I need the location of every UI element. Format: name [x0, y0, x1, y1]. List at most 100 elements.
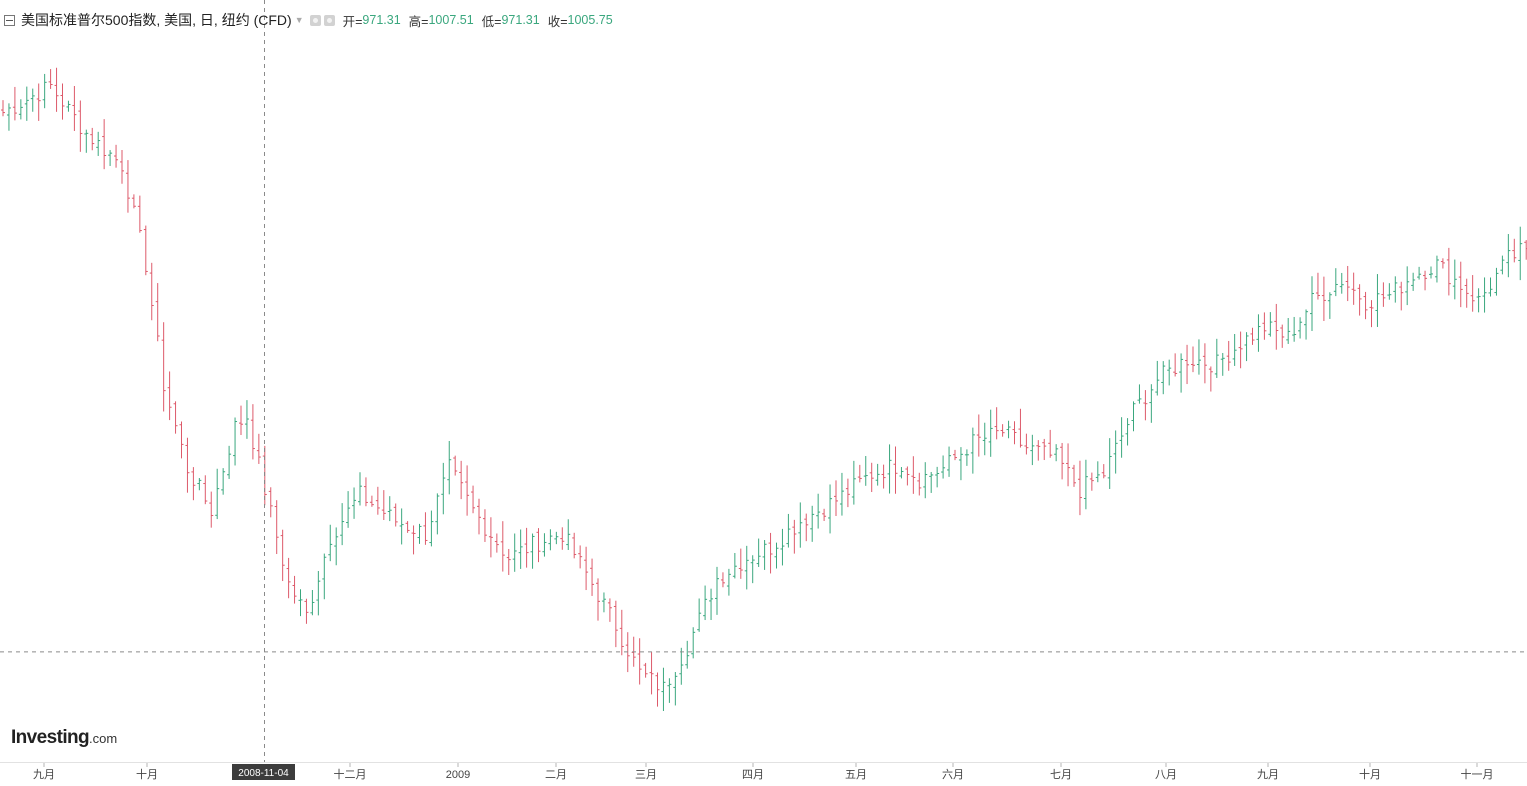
ohlc-bar [173, 401, 178, 434]
ohlc-bar [48, 69, 53, 89]
ohlc-bar [1196, 339, 1201, 375]
close-value: 1005.75 [567, 13, 613, 27]
ohlc-bar [84, 129, 89, 153]
ohlc-bar [1446, 247, 1451, 296]
x-tick-label: 八月 [1155, 769, 1177, 781]
ohlc-bar [1315, 272, 1320, 300]
x-tick-label: 六月 [942, 768, 964, 781]
ohlc-bar [655, 672, 660, 707]
ohlc-bar [1512, 238, 1517, 263]
ohlc-bar [774, 542, 779, 569]
ohlc-bar [280, 529, 285, 582]
ohlc-bar [1018, 408, 1023, 448]
ohlc-bar [1137, 384, 1142, 404]
ohlc-bar [834, 480, 838, 517]
ohlc-bar [447, 440, 452, 495]
ohlc-bar [726, 568, 731, 596]
ohlc-bar [1321, 276, 1326, 321]
ohlc-bar [1149, 384, 1154, 423]
ohlc-bar [1339, 272, 1344, 294]
ohlc-bar [1464, 278, 1469, 308]
ohlc-bar [1518, 226, 1523, 281]
ohlc-bar [1161, 361, 1166, 395]
ohlc-bar [988, 409, 993, 457]
ohlc-bar [482, 509, 487, 542]
ohlc-bar [822, 508, 827, 521]
ohlc-bar [143, 225, 148, 276]
ohlc-bar [685, 640, 690, 669]
ohlc-bar [36, 83, 41, 121]
ohlc-bar [1107, 438, 1112, 489]
ohlc-bar [1268, 312, 1273, 337]
ohlc-bar [1434, 255, 1439, 283]
ohlc-bar [18, 99, 23, 120]
ohlc-bar [244, 400, 249, 439]
ohlc-bar [453, 455, 458, 476]
ohlc-bar [756, 538, 761, 567]
ohlc-bar [1292, 316, 1297, 342]
ohlc-bar [30, 88, 35, 112]
ohlc-bar [857, 464, 862, 483]
ohlc-bar [1185, 344, 1190, 385]
x-tick-label: 九月 [33, 768, 55, 781]
ohlc-bar [155, 283, 160, 342]
ohlc-bar [387, 496, 392, 522]
visibility-icon[interactable] [309, 14, 321, 26]
ohlc-bar [197, 478, 202, 491]
ohlc-bar [66, 100, 71, 112]
ohlc-bar [1423, 270, 1428, 291]
ohlc-bar [369, 495, 374, 507]
ohlc-bar [1095, 461, 1100, 483]
ohlc-bar [1363, 291, 1368, 320]
ohlc-bar [768, 532, 773, 574]
ohlc-bar [881, 464, 886, 489]
title-dropdown-icon[interactable]: ▼ [294, 15, 304, 25]
ohlc-bar [1399, 281, 1404, 311]
ohlc-bar [12, 86, 17, 121]
ohlc-bar [179, 421, 184, 459]
ohlc-bar [185, 437, 190, 493]
ohlc-bar [1208, 366, 1213, 392]
ohlc-bar [762, 540, 767, 570]
ohlc-bar [923, 462, 928, 499]
open-label: 开= [342, 14, 363, 29]
ohlc-bar [405, 521, 410, 533]
ohlc-bar [1131, 401, 1136, 432]
ohlc-bar [1452, 259, 1457, 300]
ohlc-bar [548, 529, 553, 551]
x-tick-label: 五月 [845, 769, 867, 781]
x-tick-label: 二月 [545, 769, 567, 781]
ohlc-bar [1244, 332, 1249, 362]
instrument-title: 美国标准普尔500指数, 美国, 日, 纽约 (CFD) [21, 12, 292, 28]
ohlc-bar [1298, 317, 1303, 339]
ohlc-bar [500, 521, 505, 572]
ohlc-bar [584, 546, 589, 591]
ohlc-bar [191, 467, 196, 501]
ohlc-bar [929, 471, 934, 493]
price-bars [1, 67, 1527, 712]
ohlc-bar [1256, 314, 1261, 352]
ohlc-bar [441, 462, 446, 515]
ohlc-bar [786, 513, 791, 548]
ohlc-bar [566, 519, 571, 551]
ohlc-bar [893, 446, 898, 494]
ohlc-bar [1060, 442, 1065, 480]
ohlc-bar [346, 491, 351, 528]
ohlc-bar [869, 462, 874, 493]
x-tick-label: 十月 [1359, 767, 1381, 781]
ohlc-bar [1125, 418, 1130, 446]
ohlc-bar [167, 371, 172, 421]
ohlc-bar [899, 467, 904, 479]
settings-icon[interactable] [323, 14, 335, 26]
ohlc-bar [310, 590, 315, 616]
ohlc-bar [816, 493, 821, 529]
ohlc-bar [1000, 424, 1005, 437]
ohlc-bar [1191, 346, 1195, 373]
ohlc-bar [1006, 420, 1011, 439]
ohlc-bar [1024, 433, 1029, 455]
ohlc-bar [976, 414, 981, 457]
collapse-legend-icon[interactable] [4, 14, 15, 26]
close-label: 收= [547, 14, 568, 29]
